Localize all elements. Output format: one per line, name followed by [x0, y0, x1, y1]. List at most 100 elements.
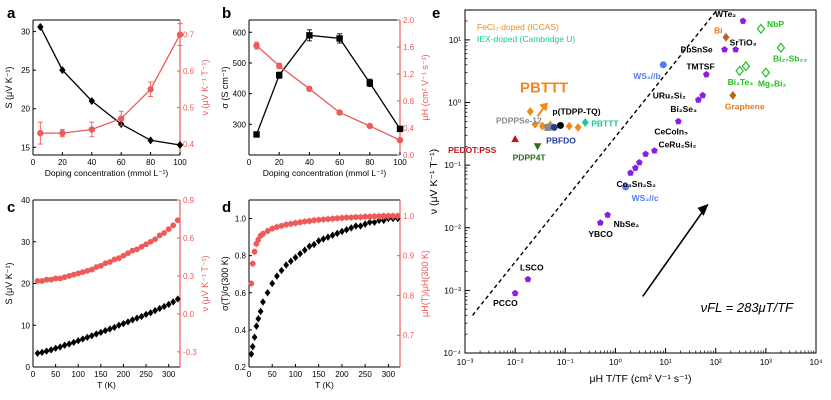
data-point [695, 96, 702, 103]
left-tick-label: 40 [21, 196, 30, 205]
right-axis-label: ν (μV K⁻¹ T⁻¹) [200, 255, 210, 311]
data-point [156, 304, 163, 313]
guide-arrow-head [697, 203, 709, 216]
data-point [170, 298, 177, 306]
data-point [362, 220, 369, 228]
x-tick-label: 10⁻² [507, 357, 524, 367]
right-tick-label: 0.3 [183, 272, 195, 281]
data-point [116, 255, 122, 262]
point-label: Bi₂Te₃ [728, 77, 754, 87]
data-point [152, 236, 159, 243]
data-point [52, 275, 59, 282]
data-point [352, 214, 359, 220]
data-point [147, 309, 154, 317]
data-point [249, 260, 256, 267]
left-tick-label: 500 [233, 59, 247, 68]
left-tick-label: 20 [21, 280, 30, 289]
data-point [129, 247, 136, 254]
data-point [176, 31, 184, 38]
data-point [57, 343, 64, 351]
point-label: TMTSF [686, 62, 714, 72]
data-point [276, 72, 283, 79]
right-tick-label: 0.9 [403, 252, 415, 261]
left-tick-label: 25 [21, 66, 30, 75]
data-point [622, 183, 630, 191]
data-point [37, 129, 44, 137]
right-axis-label: μH(T)/μH(300 K) [420, 250, 430, 317]
data-point [165, 226, 172, 232]
y-tick-label: 10⁻⁴ [443, 348, 461, 358]
x-tick-label: 300 [162, 370, 176, 379]
data-point [292, 253, 299, 262]
data-point [106, 259, 113, 265]
data-point [394, 213, 401, 219]
left-tick-label: 300 [233, 120, 247, 129]
right-axis-label: ν (μV K⁻¹ T⁻¹) [200, 59, 210, 115]
data-point [61, 341, 68, 349]
point-label: Co₃Sn₂S₂ [617, 179, 657, 189]
x-tick-label: 10³ [760, 357, 772, 367]
chart-panel-d: 0 50 100 150 200 250 300 T (K) 0.2 0.4 0.6 0.8 1.0 σ(… [220, 199, 430, 390]
y-axis-label: ν (μV K⁻¹ T⁻¹) [428, 149, 440, 214]
data-point [722, 32, 730, 42]
right-tick-label: 0.8 [403, 97, 415, 106]
data-point [161, 229, 168, 236]
data-point [343, 226, 350, 234]
x-tick-label: 10⁻³ [457, 357, 474, 367]
chart-panel-e: 10⁻³ 10⁻² 10⁻¹ 10⁰ 10¹ 10² 10³ 10⁴ μH T/TF (cm² … [428, 9, 823, 385]
point-label: PCCO [493, 298, 518, 308]
data-point [52, 344, 59, 352]
data-point [390, 213, 396, 219]
left-axis-label: S (μV K⁻¹) [4, 67, 14, 109]
data-point [88, 266, 95, 273]
data-point [336, 35, 343, 42]
point-label: PBFDO [546, 135, 576, 145]
data-point [659, 61, 667, 69]
data-point [574, 123, 582, 132]
data-point [371, 213, 378, 220]
data-point [732, 46, 739, 53]
data-point [143, 241, 149, 248]
data-point [59, 66, 66, 75]
y-tick-label: 10⁻² [444, 223, 461, 233]
data-point [544, 123, 552, 131]
data-point [88, 97, 95, 105]
data-point [37, 22, 44, 31]
left-axis-label: σ (S cm⁻¹) [220, 66, 230, 108]
data-point [632, 164, 639, 171]
data-point [34, 278, 41, 284]
data-point [320, 235, 327, 243]
point-label: YBCO [588, 229, 613, 239]
data-point [636, 159, 643, 166]
left-tick-label: 600 [233, 28, 247, 37]
data-point [102, 327, 109, 335]
point-label: WS₂//c [632, 193, 659, 203]
data-point [39, 348, 45, 357]
data-point [48, 346, 54, 354]
right-tick-label: 1.0 [403, 212, 415, 221]
data-point [741, 60, 751, 72]
x-tick-label: 80 [365, 158, 374, 167]
data-point [165, 300, 172, 308]
data-point [306, 218, 313, 224]
data-point [61, 274, 68, 281]
x-tick-label: 150 [94, 370, 108, 379]
x-tick-label: 10¹ [659, 357, 671, 367]
right-tick-label: 0.0 [403, 151, 415, 160]
point-label: PBTTT [591, 118, 619, 128]
right-tick-label: 0.4 [403, 124, 415, 133]
x-tick-label: 250 [358, 370, 372, 379]
data-point [336, 109, 343, 116]
data-point [348, 224, 355, 232]
data-point [120, 319, 127, 328]
x-tick-label: 100 [393, 158, 407, 167]
left-tick-label: 30 [21, 238, 30, 247]
data-point [269, 279, 276, 288]
data-point [556, 121, 564, 129]
data-point [627, 169, 634, 176]
series-line [40, 34, 181, 134]
point-label: PbSnSe [681, 45, 713, 55]
data-point [385, 213, 392, 219]
data-point [43, 276, 50, 283]
